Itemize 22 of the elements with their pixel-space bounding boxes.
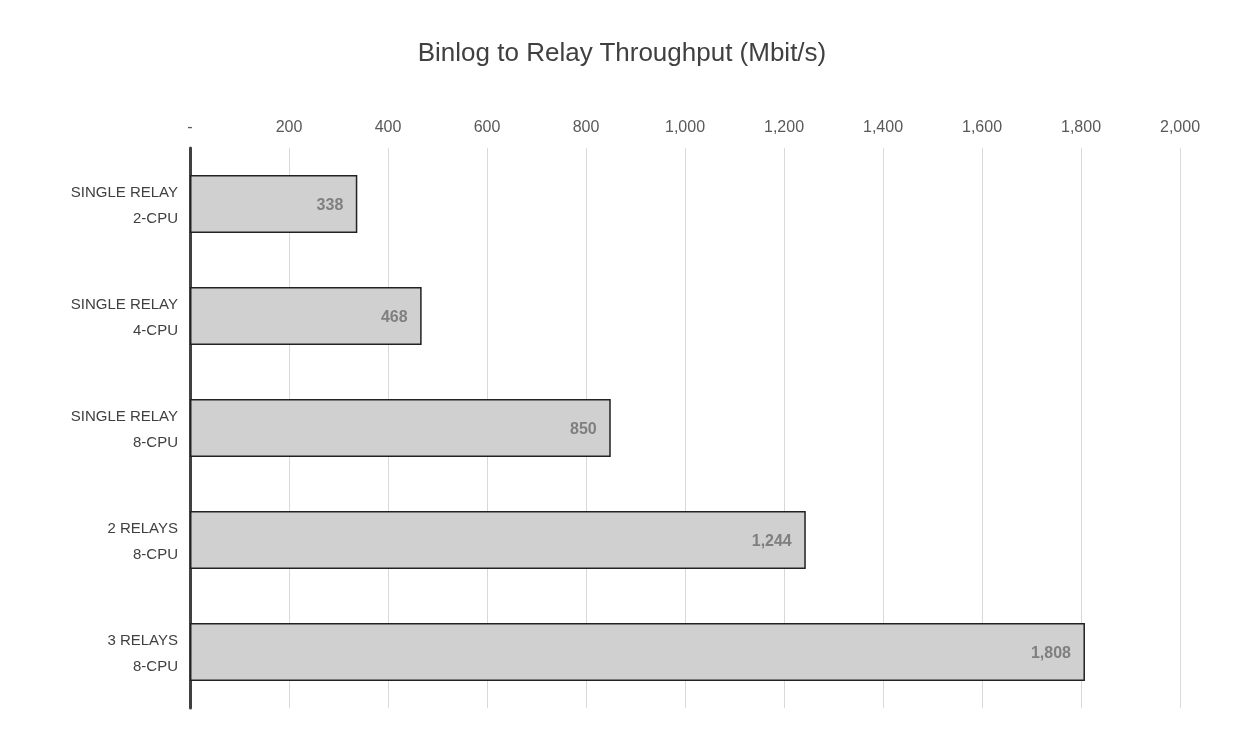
y-tick-label: SINGLE RELAY 4-CPU [70,294,178,338]
y-tick-label: SINGLE RELAY 8-CPU [70,406,178,450]
x-tick-label: 2,000 [1159,117,1201,135]
y-tick-label: SINGLE RELAY 2-CPU [70,182,178,226]
x-tick-label: - [187,117,193,135]
chart-title: Binlog to Relay Throughput (Mbit/s) [417,37,827,67]
x-tick-label: 1,600 [961,117,1003,135]
data-label: 468 [380,307,408,325]
data-label: 1,808 [1030,643,1072,661]
x-tick-label: 1,800 [1060,117,1102,135]
data-label: 338 [316,195,344,213]
y-tick-label: 3 RELAYS 8-CPU [107,630,178,674]
data-label: 1,244 [751,531,792,549]
x-tick-label: 1,400 [862,117,904,135]
x-tick-label: 600 [473,117,501,135]
x-tick-label: 1,200 [763,117,805,135]
x-tick-label: 800 [572,117,600,135]
x-tick-label: 400 [374,117,402,135]
x-tick-label: 200 [275,117,303,135]
data-label: 850 [570,419,597,437]
y-tick-label: 2 RELAYS 8-CPU [107,518,178,562]
x-tick-label: 1,000 [664,117,706,135]
